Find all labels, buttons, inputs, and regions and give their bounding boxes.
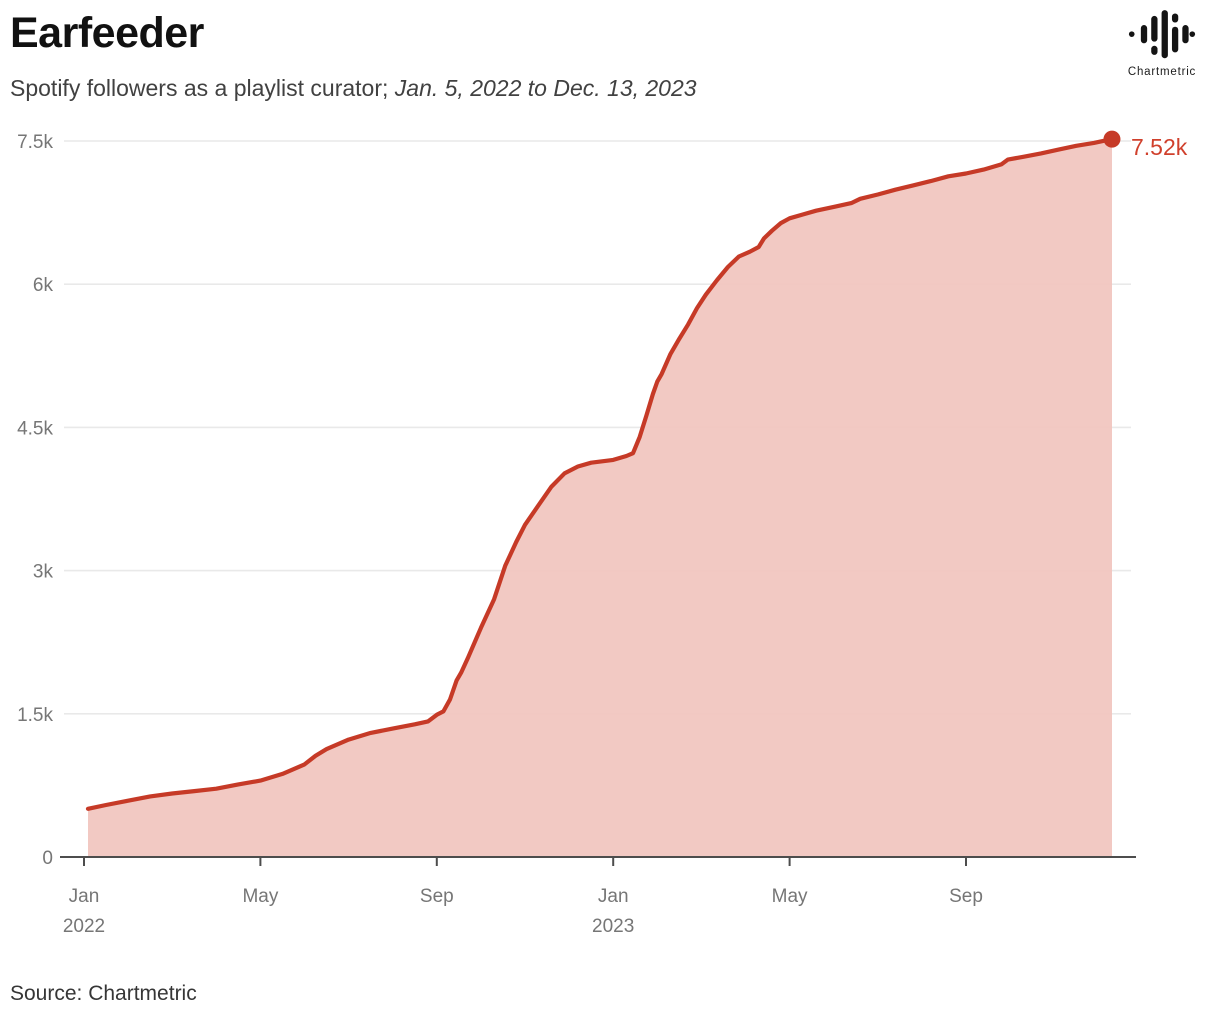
y-tick-label: 6k <box>33 275 54 296</box>
x-tick-label: Sep <box>420 886 454 907</box>
y-tick-label: 4.5k <box>17 418 53 439</box>
x-tick-year-label: 2022 <box>63 916 105 937</box>
x-tick-year-label: 2023 <box>592 916 634 937</box>
page-title: Earfeeder <box>10 9 204 57</box>
chartmetric-waveform-icon <box>1128 10 1196 59</box>
subtitle-date-range: Jan. 5, 2022 to Dec. 13, 2023 <box>394 75 697 101</box>
x-tick-label: Jan <box>69 886 100 907</box>
chartmetric-logo: Chartmetric <box>1117 8 1207 78</box>
x-tick-label: May <box>772 886 808 907</box>
y-tick-label: 1.5k <box>17 705 53 726</box>
x-tick-label: May <box>242 886 278 907</box>
chart-subtitle: Spotify followers as a playlist curator;… <box>10 75 697 102</box>
followers-line <box>85 137 1115 811</box>
x-tick-label: Jan <box>598 886 629 907</box>
followers-area-fill <box>88 139 1112 858</box>
y-tick-label: 3k <box>33 562 54 583</box>
y-tick-label: 0 <box>42 848 53 869</box>
end-value-label: 7.52k <box>1131 134 1188 160</box>
subtitle-plain-text: Spotify followers as a playlist curator; <box>10 75 395 101</box>
source-caption: Source: Chartmetric <box>10 982 197 1005</box>
y-tick-label: 7.5k <box>17 132 53 153</box>
end-point-dot <box>1103 130 1121 148</box>
logo-label: Chartmetric <box>1127 66 1197 78</box>
x-tick-label: Sep <box>949 886 983 907</box>
